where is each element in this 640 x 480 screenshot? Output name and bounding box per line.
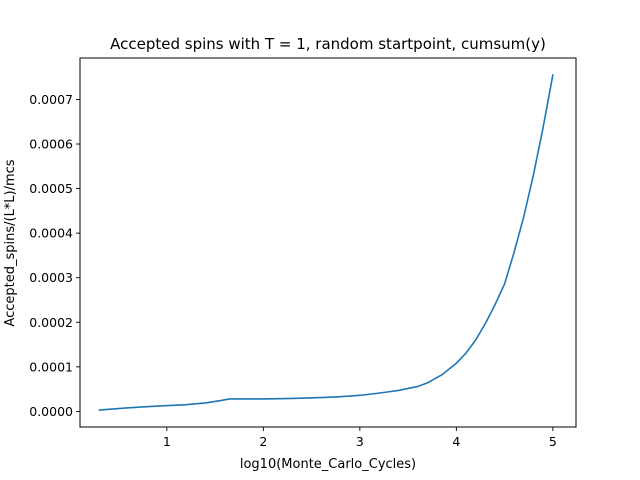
y-axis-label: Accepted_spins/(L*L)/mcs	[3, 159, 18, 326]
y-axis: 0.0000 0.0001 0.0002 0.0003 0.0004 0.0005 0.00…	[29, 92, 80, 419]
x-tick-label: 2	[259, 434, 267, 449]
y-tick-label: 0.0000	[29, 404, 73, 419]
x-tick-label: 3	[356, 434, 364, 449]
y-tick-label: 0.0002	[29, 315, 73, 330]
x-axis-label: log10(Monte_Carlo_Cycles)	[240, 457, 416, 472]
y-tick-label: 0.0003	[29, 270, 73, 285]
x-tick-label: 5	[549, 434, 557, 449]
y-tick-label: 0.0006	[29, 137, 73, 152]
y-tick-label: 0.0001	[29, 359, 73, 374]
series-line-0	[98, 74, 554, 411]
y-tick-label: 0.0007	[29, 92, 73, 107]
plot-area	[98, 74, 554, 411]
x-tick-label: 4	[452, 434, 460, 449]
x-axis: 1 2 3 4 5	[163, 427, 557, 449]
y-tick-label: 0.0004	[29, 226, 73, 241]
y-tick-label: 0.0005	[29, 181, 73, 196]
chart-title: Accepted spins with T = 1, random startp…	[110, 35, 546, 53]
plot-frame	[79, 57, 577, 428]
x-tick-label: 1	[163, 434, 171, 449]
